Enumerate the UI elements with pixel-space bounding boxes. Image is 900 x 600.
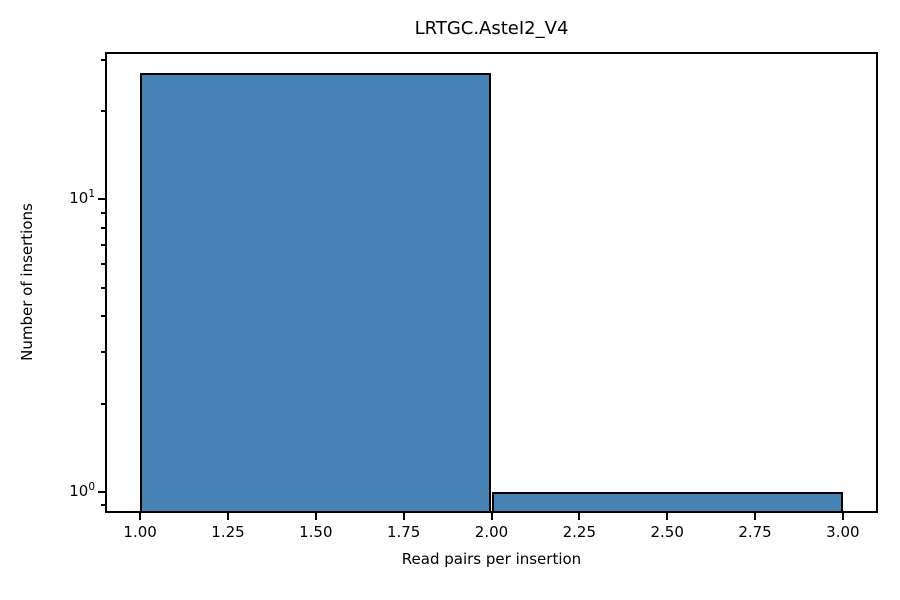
x-tick-mark [139, 513, 142, 520]
x-tick-label: 2.50 [650, 523, 684, 541]
y-minor-tick-mark [101, 504, 105, 507]
x-tick-mark [754, 513, 757, 520]
x-tick-mark [841, 513, 844, 520]
y-minor-tick-mark [101, 314, 105, 317]
x-tick-label: 2.00 [474, 523, 509, 541]
y-minor-tick-mark [101, 226, 105, 229]
x-tick-mark [402, 513, 405, 520]
y-tick-mark [98, 198, 105, 201]
x-tick-label: 1.00 [123, 523, 157, 541]
y-minor-tick-mark [101, 263, 105, 266]
y-minor-tick-mark [101, 351, 105, 354]
y-tick-label: 100 [69, 481, 95, 501]
y-minor-tick-mark [101, 286, 105, 289]
y-minor-tick-mark [101, 58, 105, 61]
x-tick-label: 1.50 [299, 523, 333, 541]
histogram-bar [491, 492, 843, 513]
x-tick-label: 1.25 [211, 523, 245, 541]
y-minor-tick-mark [101, 243, 105, 246]
y-tick-label: 101 [69, 188, 95, 208]
y-axis-label: Number of insertions [18, 203, 36, 361]
x-tick-label: 2.25 [562, 523, 597, 541]
x-tick-label: 2.75 [738, 523, 772, 541]
y-minor-tick-mark [101, 211, 105, 214]
chart-title: LRTGC.AsteI2_V4 [414, 18, 569, 39]
x-tick-mark [490, 513, 493, 520]
x-tick-label: 3.00 [826, 523, 860, 541]
y-minor-tick-mark [101, 402, 105, 405]
x-tick-mark [666, 513, 669, 520]
x-axis-label: Read pairs per insertion [401, 550, 582, 568]
y-minor-tick-mark [101, 110, 105, 113]
x-tick-mark [226, 513, 229, 520]
x-tick-mark [314, 513, 317, 520]
histogram-bar [140, 73, 492, 513]
x-tick-label: 1.75 [386, 523, 421, 541]
y-tick-mark [98, 491, 105, 494]
x-tick-mark [578, 513, 581, 520]
